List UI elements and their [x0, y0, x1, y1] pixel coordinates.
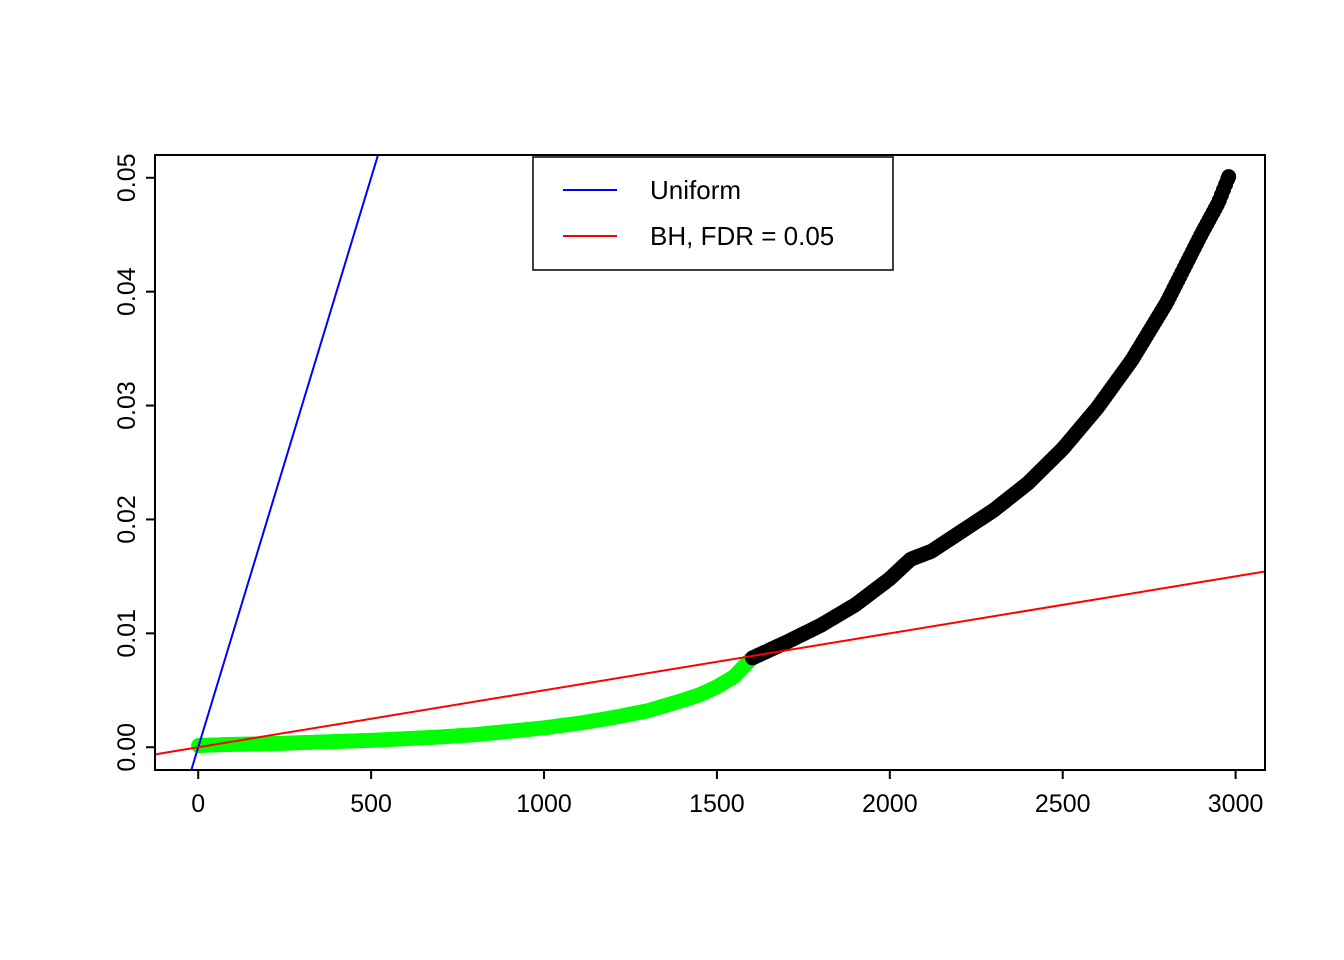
nonsignificant-point — [1221, 169, 1237, 185]
x-tick-label: 2000 — [862, 790, 918, 818]
x-tick-label: 1500 — [689, 790, 745, 818]
x-tick-label: 1000 — [516, 790, 572, 818]
x-tick-label: 500 — [350, 790, 392, 818]
legend: Uniform BH, FDR = 0.05 — [532, 156, 894, 271]
reference-lines — [155, 155, 1265, 770]
plot-border — [154, 154, 1266, 771]
legend-entry-label: Uniform — [650, 175, 741, 205]
y-tick-label: 0.00 — [113, 723, 141, 772]
y-tick-label: 0.03 — [113, 381, 141, 430]
x-tick-label: 3000 — [1208, 790, 1264, 818]
legend-entry-label: BH, FDR = 0.05 — [650, 221, 834, 251]
uniform-line — [190, 155, 380, 770]
x-tick-label: 0 — [191, 790, 205, 818]
y-tick-label: 0.01 — [113, 609, 141, 658]
legend-box — [532, 156, 894, 271]
bh-fdr-line — [155, 570, 1265, 756]
y-tick-label: 0.04 — [113, 267, 141, 316]
pvalue-points — [191, 169, 1237, 754]
x-tick-label: 2500 — [1035, 790, 1091, 818]
y-tick-label: 0.02 — [113, 495, 141, 544]
y-tick-label: 0.05 — [113, 153, 141, 202]
